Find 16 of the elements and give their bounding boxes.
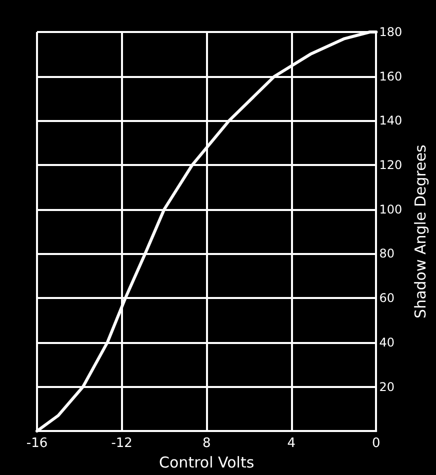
x-tick-label: 0 <box>372 436 380 452</box>
y-tick-label: 160 <box>379 69 402 84</box>
y-axis-title: Shadow Angle Degrees <box>412 144 430 318</box>
y-tick-label: 60 <box>379 291 394 306</box>
x-tick-label: -12 <box>111 436 132 452</box>
y-tick-label: 180 <box>379 25 402 39</box>
y-tick-label: 120 <box>379 158 402 172</box>
y-tick-label: 20 <box>379 380 394 394</box>
x-tick-label: -16 <box>26 436 48 452</box>
y-tick-label: 100 <box>379 202 402 216</box>
x-axis-title: Control Volts <box>159 454 254 472</box>
y-tick-label: 140 <box>379 114 402 128</box>
y-tick-label: 40 <box>379 335 394 350</box>
x-tick-label: 4 <box>287 436 296 452</box>
x-tick-label: 8 <box>202 436 211 452</box>
y-tick-label: 80 <box>379 246 394 261</box>
